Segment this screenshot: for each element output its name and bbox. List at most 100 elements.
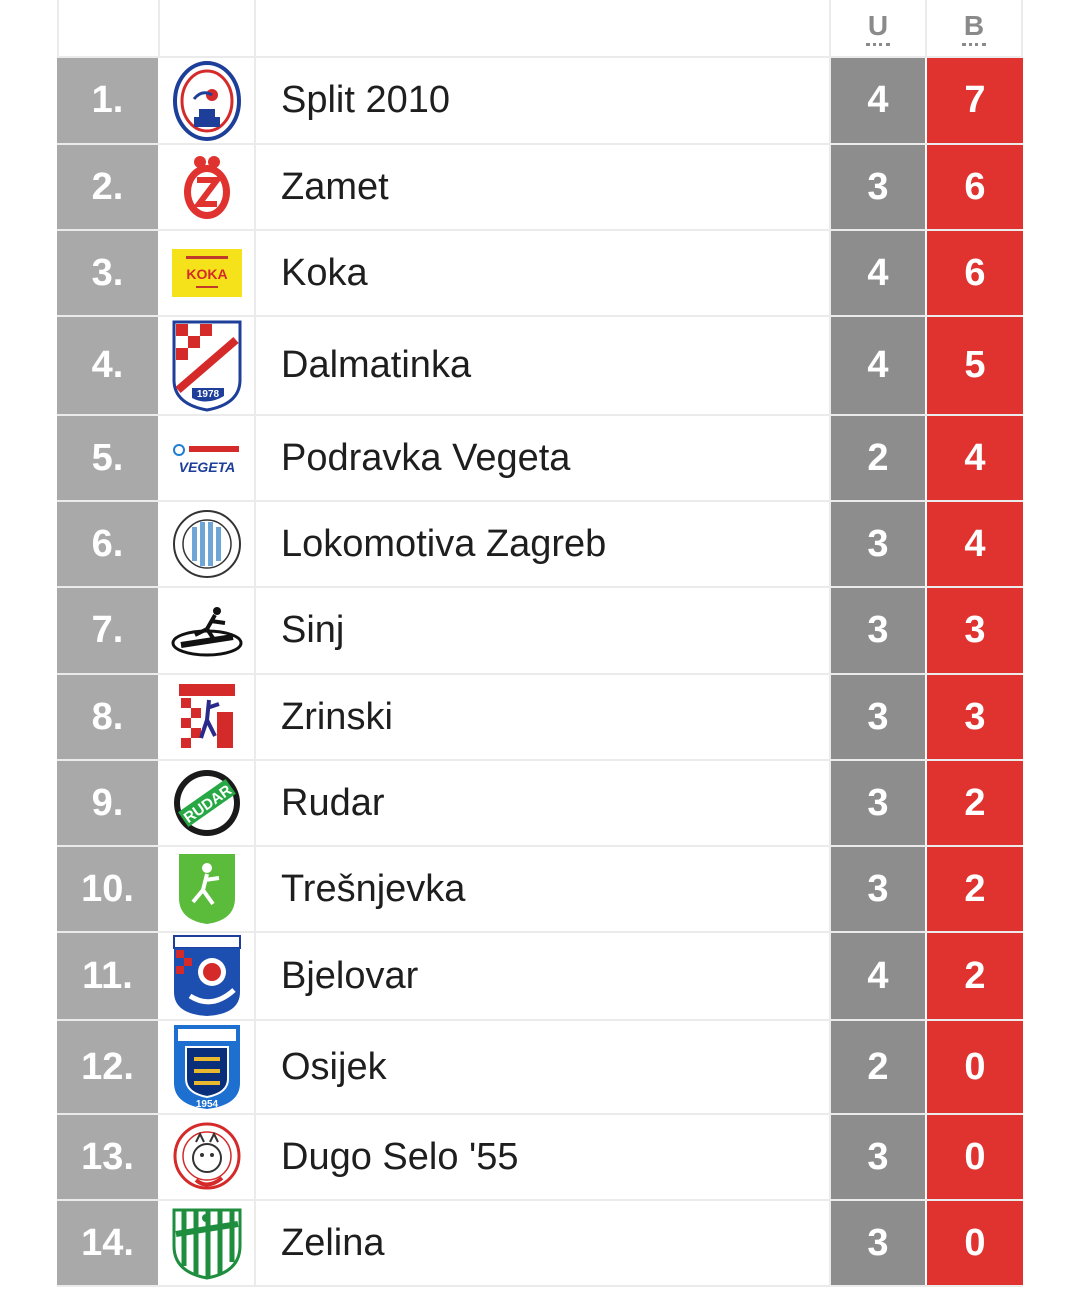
rank-cell: 2. [57,145,160,229]
logo-cell: 1978 [160,317,256,414]
logo-cell [160,502,256,586]
lokomotiva-zagreb-logo-icon [173,510,241,578]
logo-cell [160,933,256,1019]
u-value: 2 [831,416,927,500]
rank-cell: 13. [57,1115,160,1199]
rank-cell: 1. [57,58,160,143]
team-name[interactable]: Split 2010 [256,58,831,143]
team-name[interactable]: Dalmatinka [256,317,831,414]
rank-cell: 8. [57,675,160,759]
rank-cell: 7. [57,588,160,673]
u-value: 4 [831,231,927,315]
table-row[interactable]: 12. 1954 Osijek 2 0 [57,1021,1023,1115]
team-name[interactable]: Podravka Vegeta [256,416,831,500]
u-value: 4 [831,933,927,1019]
header-u-label[interactable]: U [865,10,891,46]
team-name[interactable]: Koka [256,231,831,315]
rank-cell: 9. [57,761,160,845]
dugo-selo-logo-icon [173,1122,241,1190]
logo-cell [160,675,256,759]
header-rank-cell [57,0,160,56]
zrinski-logo-icon [179,684,235,748]
dalmatinka-logo-icon: 1978 [172,320,242,412]
u-value: 3 [831,588,927,673]
zamet-logo-icon [184,156,230,219]
table-row[interactable]: 10. Trešnjevka 3 2 [57,847,1023,933]
table-row[interactable]: 8. Zrinski 3 3 [57,675,1023,761]
u-value: 4 [831,58,927,143]
header-b-cell[interactable]: B [927,0,1023,56]
header-team-cell [256,0,831,56]
b-value: 0 [927,1115,1023,1199]
logo-cell [160,847,256,931]
logo-cell: VEGETA [160,416,256,500]
b-value: 7 [927,58,1023,143]
team-name[interactable]: Trešnjevka [256,847,831,931]
bjelovar-logo-icon [173,935,241,1016]
rank-cell: 10. [57,847,160,931]
u-value: 4 [831,317,927,414]
table-row[interactable]: 4. 1978 Dalmatinka 4 5 [57,317,1023,416]
team-name[interactable]: Lokomotiva Zagreb [256,502,831,586]
svg-text:1954: 1954 [196,1099,219,1110]
rank-cell: 14. [57,1201,160,1285]
team-name[interactable]: Rudar [256,761,831,845]
team-name[interactable]: Zamet [256,145,831,229]
rank-cell: 11. [57,933,160,1019]
rank-cell: 3. [57,231,160,315]
b-value: 2 [927,933,1023,1019]
b-value: 3 [927,675,1023,759]
team-name[interactable]: Dugo Selo '55 [256,1115,831,1199]
table-row[interactable]: 13. Dugo Selo '55 3 0 [57,1115,1023,1201]
table-row[interactable]: 6. Lokomotiva Zagreb 3 4 [57,502,1023,588]
koka-logo-icon: KOKA [172,249,242,297]
zelina-logo-icon [172,1208,242,1280]
b-value: 4 [927,502,1023,586]
b-value: 6 [927,145,1023,229]
rank-cell: 12. [57,1021,160,1113]
table-row[interactable]: 3. KOKA Koka 4 6 [57,231,1023,317]
b-value: 0 [927,1021,1023,1113]
svg-text:VEGETA: VEGETA [179,459,236,475]
b-value: 6 [927,231,1023,315]
team-name[interactable]: Zelina [256,1201,831,1285]
table-row[interactable]: 14. Zelina 3 0 [57,1201,1023,1287]
podravka-vegeta-logo-icon: VEGETA [173,444,239,475]
logo-cell [160,145,256,229]
team-name[interactable]: Zrinski [256,675,831,759]
u-value: 3 [831,761,927,845]
logo-cell [160,1115,256,1199]
header-u-cell[interactable]: U [831,0,927,56]
header-logo-cell [160,0,256,56]
table-row[interactable]: 11. Bjelovar 4 2 [57,933,1023,1021]
b-value: 3 [927,588,1023,673]
u-value: 3 [831,145,927,229]
u-value: 2 [831,1021,927,1113]
logo-cell: RUDAR [160,761,256,845]
team-name[interactable]: Bjelovar [256,933,831,1019]
standings-table: U B 1. Split 2010 4 7 2. [57,0,1023,1287]
b-value: 0 [927,1201,1023,1285]
table-row[interactable]: 1. Split 2010 4 7 [57,58,1023,145]
sinj-logo-icon [171,606,243,656]
osijek-logo-icon: 1954 [174,1025,240,1110]
table-row[interactable]: 5. VEGETA Podravka Vegeta 2 4 [57,416,1023,502]
team-name[interactable]: Sinj [256,588,831,673]
team-name[interactable]: Osijek [256,1021,831,1113]
u-value: 3 [831,1201,927,1285]
table-row[interactable]: 7. Sinj 3 3 [57,588,1023,675]
u-value: 3 [831,847,927,931]
logo-cell [160,1201,256,1285]
logo-cell [160,588,256,673]
rank-cell: 5. [57,416,160,500]
tresnjevka-logo-icon [179,854,235,924]
table-row[interactable]: 2. Zamet 3 6 [57,145,1023,231]
u-value: 3 [831,675,927,759]
rudar-logo-icon: RUDAR [174,770,240,836]
logo-cell [160,58,256,143]
b-value: 2 [927,761,1023,845]
rank-cell: 6. [57,502,160,586]
logo-cell: 1954 [160,1021,256,1113]
header-b-label[interactable]: B [961,10,987,46]
table-row[interactable]: 9. RUDAR Rudar 3 2 [57,761,1023,847]
